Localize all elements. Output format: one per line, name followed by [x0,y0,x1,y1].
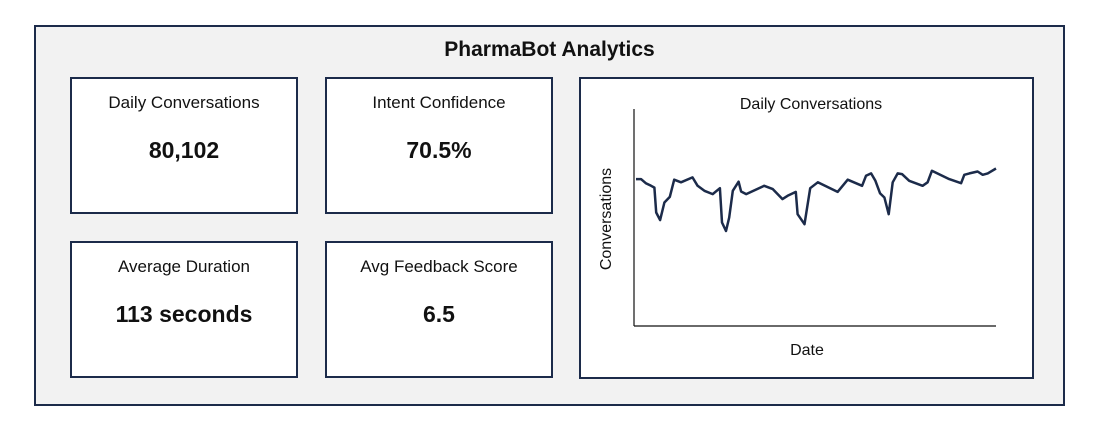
daily-conversations-card: Daily Conversations 80,102 [70,77,298,214]
dashboard-title: PharmaBot Analytics [444,38,655,61]
card-value: 70.5% [406,137,472,163]
daily-conversations-chart: Daily Conversations Date Conversations [579,77,1034,379]
x-axis-label: Date [790,342,824,359]
conversations-line [636,167,997,233]
chart-svg: Daily Conversations Date Conversations [598,96,997,359]
card-value: 6.5 [423,301,455,327]
card-value: 113 seconds [115,301,253,327]
card-label: Average Duration [118,257,250,276]
card-label: Intent Confidence [372,93,506,112]
average-duration-card: Average Duration 113 seconds [70,241,298,378]
y-axis-label: Conversations [598,168,615,270]
intent-confidence-card: Intent Confidence 70.5% [325,77,553,214]
feedback-score-card: Avg Feedback Score 6.5 [325,241,553,378]
card-label: Avg Feedback Score [360,257,518,276]
chart-title: Daily Conversations [740,96,882,113]
card-label: Daily Conversations [108,93,260,112]
card-value: 80,102 [148,137,220,163]
dashboard-frame: PharmaBot Analytics Daily Conversations … [34,25,1065,406]
